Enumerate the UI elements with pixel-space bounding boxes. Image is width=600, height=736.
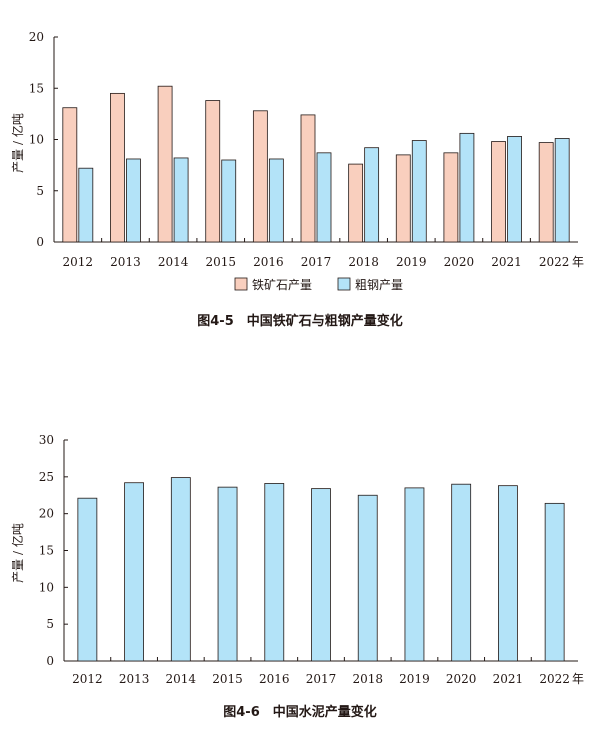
chart1-caption: 图4-5 中国铁矿石与粗钢产量变化 xyxy=(197,313,403,329)
x-tick-label: 2022 xyxy=(539,672,570,686)
bar-铁矿石产量-2018 xyxy=(348,163,364,243)
bar-series-2012 xyxy=(77,497,98,662)
y-tick-label: 20 xyxy=(29,30,44,44)
x-tick-label: 2020 xyxy=(446,672,477,686)
bar-粗钢产量-2017 xyxy=(316,152,332,243)
chart2-x-ticks: 2012 2013 2014 2015 2016 2017 2018 2019 2020 2021… xyxy=(72,657,584,686)
bar-粗钢产量-2018 xyxy=(364,147,380,243)
x-tick-label: 2018 xyxy=(348,255,379,269)
x-tick-label: 2014 xyxy=(166,672,197,686)
bar-series-2013 xyxy=(124,482,144,662)
bar-series-2018 xyxy=(357,494,378,662)
x-tick-label: 2018 xyxy=(352,672,383,686)
x-tick-label: 2019 xyxy=(399,672,430,686)
chart2-bars xyxy=(77,477,565,662)
y-tick-label: 0 xyxy=(36,235,44,249)
x-tick-label: 2012 xyxy=(72,672,103,686)
chart1-bars xyxy=(62,85,570,243)
chart1-x-ticks: 2012 2013 2014 2015 2016 2017 2018 2019 2020 2021… xyxy=(63,238,584,269)
y-tick-label: 15 xyxy=(29,81,44,95)
y-tick-label: 10 xyxy=(39,580,54,594)
legend-swatch-crude-steel xyxy=(337,277,351,291)
x-axis-unit-suffix: 年 xyxy=(572,672,584,686)
bar-铁矿石产量-2017 xyxy=(300,114,316,243)
bar-粗钢产量-2015 xyxy=(221,159,237,243)
bar-粗钢产量-2012 xyxy=(78,167,94,243)
bar-铁矿石产量-2012 xyxy=(62,107,78,243)
x-tick-label: 2013 xyxy=(119,672,150,686)
bar-粗钢产量-2016 xyxy=(268,158,284,243)
x-tick-label: 2020 xyxy=(444,255,475,269)
x-tick-label: 2019 xyxy=(396,255,427,269)
bar-铁矿石产量-2022 xyxy=(538,142,554,243)
x-tick-label: 2021 xyxy=(493,672,524,686)
bar-铁矿石产量-2014 xyxy=(157,85,173,243)
x-tick-label: 2017 xyxy=(306,672,337,686)
bar-series-2017 xyxy=(311,488,331,662)
x-tick-label: 2012 xyxy=(63,255,94,269)
bar-series-2016 xyxy=(264,483,285,662)
bar-series-2015 xyxy=(217,486,238,662)
bar-铁矿石产量-2020 xyxy=(443,152,459,243)
y-tick-label: 20 xyxy=(39,507,54,521)
x-tick-label: 2015 xyxy=(212,672,243,686)
bar-粗钢产量-2013 xyxy=(126,158,141,243)
chart2-caption: 图4-6 中国水泥产量变化 xyxy=(223,704,377,720)
x-tick-label: 2014 xyxy=(158,255,189,269)
bar-series-2020 xyxy=(451,483,472,662)
y-tick-label: 5 xyxy=(36,184,44,198)
bar-铁矿石产量-2013 xyxy=(110,92,125,243)
bar-粗钢产量-2020 xyxy=(459,132,475,243)
bar-粗钢产量-2014 xyxy=(173,157,189,243)
bar-series-2014 xyxy=(170,477,191,662)
x-axis-unit-suffix: 年 xyxy=(572,255,584,269)
x-tick-label: 2022 xyxy=(539,255,570,269)
bar-series-2019 xyxy=(404,487,425,662)
chart1-y-ticks: 0 5 10 15 20 xyxy=(29,30,58,249)
chart1-legend: 铁矿石产量 粗钢产量 xyxy=(234,277,403,292)
x-tick-label: 2013 xyxy=(110,255,141,269)
bar-铁矿石产量-2021 xyxy=(491,141,506,243)
y-tick-label: 10 xyxy=(29,133,44,147)
legend-label-crude-steel: 粗钢产量 xyxy=(355,278,403,292)
legend-swatch-iron-ore xyxy=(234,277,248,291)
y-tick-label: 0 xyxy=(46,654,54,668)
y-tick-label: 5 xyxy=(46,617,54,631)
y-tick-label: 30 xyxy=(39,433,54,447)
bar-铁矿石产量-2019 xyxy=(395,154,411,243)
y-tick-label: 15 xyxy=(39,544,54,558)
x-tick-label: 2016 xyxy=(259,672,290,686)
x-tick-label: 2021 xyxy=(491,255,522,269)
legend-label-iron-ore: 铁矿石产量 xyxy=(252,278,312,292)
chart1-y-axis-label: 产量 / 亿吨 xyxy=(10,113,25,173)
x-tick-label: 2017 xyxy=(301,255,332,269)
bar-series-2022 xyxy=(544,502,565,662)
x-tick-label: 2016 xyxy=(253,255,284,269)
chart2-y-ticks: 0 5 10 15 20 25 30 xyxy=(39,433,68,668)
bar-粗钢产量-2021 xyxy=(507,136,522,243)
y-tick-label: 25 xyxy=(39,470,54,484)
bar-粗钢产量-2019 xyxy=(411,140,427,243)
chart2-y-axis-label: 产量 / 亿吨 xyxy=(10,523,25,583)
bar-铁矿石产量-2015 xyxy=(205,100,221,243)
bar-series-2021 xyxy=(498,485,518,662)
bar-铁矿石产量-2016 xyxy=(252,110,268,243)
bar-粗钢产量-2022 xyxy=(554,138,570,243)
x-tick-label: 2015 xyxy=(205,255,236,269)
